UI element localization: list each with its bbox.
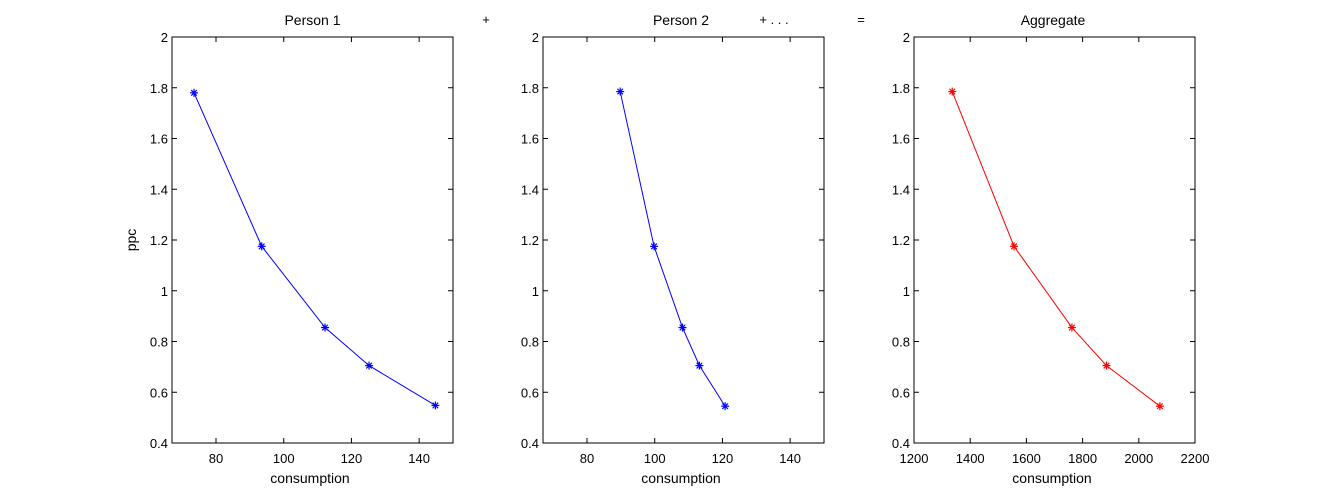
y-tick-label: 0.8 [521, 335, 539, 350]
y-tick-label: 2 [532, 30, 539, 45]
data-point [431, 401, 440, 410]
x-tick-label: 2200 [1181, 451, 1210, 466]
marker-stroke [650, 243, 658, 250]
x-tick-label: 1600 [1012, 451, 1041, 466]
axis-ticks: 80 100 120 140 0.4 0.6 0.8 1 1.2 1.4 1.6 1.8 2 [521, 30, 824, 466]
marker-stroke [190, 89, 198, 97]
data-point [257, 242, 266, 251]
data-point [190, 88, 199, 97]
y-tick-label: 1.6 [892, 132, 910, 147]
plus-operator: + [482, 12, 490, 27]
y-tick-label: 1.6 [150, 132, 168, 147]
x-axis-label: consumption [1012, 470, 1091, 486]
marker-stroke [721, 402, 729, 410]
y-tick-label: 1.2 [521, 233, 539, 248]
chart-title: Aggregate [1021, 12, 1086, 28]
y-tick-label: 0.4 [892, 436, 910, 451]
x-tick-label: 120 [341, 451, 363, 466]
x-tick-label: 1200 [900, 451, 929, 466]
marker-stroke [1068, 324, 1076, 331]
y-tick-label: 0.8 [892, 335, 910, 350]
chart-title: Person 2 [653, 12, 709, 28]
marker-stroke [432, 402, 439, 409]
y-tick-label: 1 [161, 284, 168, 299]
series-layer [948, 87, 1164, 411]
subplot-person-2: Person 2 consumption 80 100 120 140 0.4 0.6 0.… [521, 12, 825, 486]
y-tick-label: 1 [903, 284, 910, 299]
plot-area [171, 36, 454, 444]
data-point [721, 402, 730, 411]
y-tick-label: 0.6 [892, 385, 910, 400]
y-tick-label: 0.6 [521, 385, 539, 400]
x-tick-label: 120 [712, 451, 734, 466]
plot-area [542, 36, 825, 444]
data-point [1102, 361, 1111, 370]
y-tick-label: 1.6 [521, 132, 539, 147]
plus-ellipsis-operator: + . . . [759, 12, 788, 27]
plot-area [913, 36, 1196, 444]
data-point [365, 361, 374, 370]
data-point [1067, 323, 1076, 332]
marker-stroke [1010, 243, 1018, 250]
y-tick-label: 1.8 [521, 81, 539, 96]
y-axis-label: ppc [123, 229, 139, 252]
y-tick-label: 0.4 [150, 436, 168, 451]
marker-stroke [696, 362, 703, 369]
data-point [1010, 242, 1019, 251]
y-tick-label: 1 [532, 284, 539, 299]
marker-stroke [365, 362, 373, 369]
x-tick-label: 1400 [956, 451, 985, 466]
y-tick-label: 2 [903, 30, 910, 45]
y-tick-label: 2 [161, 30, 168, 45]
data-point [948, 87, 957, 96]
data-point [321, 323, 330, 332]
marker-stroke [948, 88, 956, 95]
data-point [695, 361, 704, 370]
y-tick-label: 1.4 [521, 182, 539, 197]
data-point [1155, 402, 1164, 411]
y-tick-label: 1.2 [892, 233, 910, 248]
y-tick-label: 0.6 [150, 385, 168, 400]
subplot-aggregate: Aggregate consumption 1200 1400 1600 1800 20… [892, 12, 1210, 486]
x-tick-label: 100 [273, 451, 295, 466]
x-tick-label: 2000 [1124, 451, 1153, 466]
x-tick-label: 80 [209, 451, 223, 466]
series-layer [190, 88, 440, 410]
x-axis-label: consumption [641, 470, 720, 486]
series-layer [616, 87, 730, 411]
marker-stroke [258, 243, 265, 250]
y-tick-label: 1.4 [150, 182, 168, 197]
x-tick-label: 140 [779, 451, 801, 466]
y-tick-label: 1.8 [150, 81, 168, 96]
y-tick-label: 0.4 [521, 436, 539, 451]
marker-stroke [1156, 402, 1164, 410]
y-tick-label: 1.4 [892, 182, 910, 197]
x-tick-label: 100 [644, 451, 666, 466]
chart-title: Person 1 [284, 12, 340, 28]
x-axis-label: consumption [270, 470, 349, 486]
equals-operator: = [857, 12, 865, 27]
x-tick-label: 140 [408, 451, 430, 466]
data-point [678, 323, 687, 332]
subplot-person-1: Person 1 consumption ppc 80 100 120 140 0.4 0… [123, 12, 454, 486]
marker-stroke [616, 88, 624, 95]
marker-stroke [321, 324, 329, 331]
x-tick-label: 1800 [1068, 451, 1097, 466]
y-tick-label: 0.8 [150, 335, 168, 350]
y-tick-label: 1.2 [150, 233, 168, 248]
axis-ticks: 1200 1400 1600 1800 2000 2200 0.4 0.6 0.8 1 1.2 1.4… [892, 30, 1210, 466]
x-tick-label: 80 [580, 451, 594, 466]
marker-stroke [1103, 362, 1110, 369]
data-point [616, 87, 625, 96]
data-point [650, 242, 659, 251]
marker-stroke [679, 324, 686, 331]
y-tick-label: 1.8 [892, 81, 910, 96]
axis-ticks: 80 100 120 140 0.4 0.6 0.8 1 1.2 1.4 1.6 1.8 2 [150, 30, 453, 466]
